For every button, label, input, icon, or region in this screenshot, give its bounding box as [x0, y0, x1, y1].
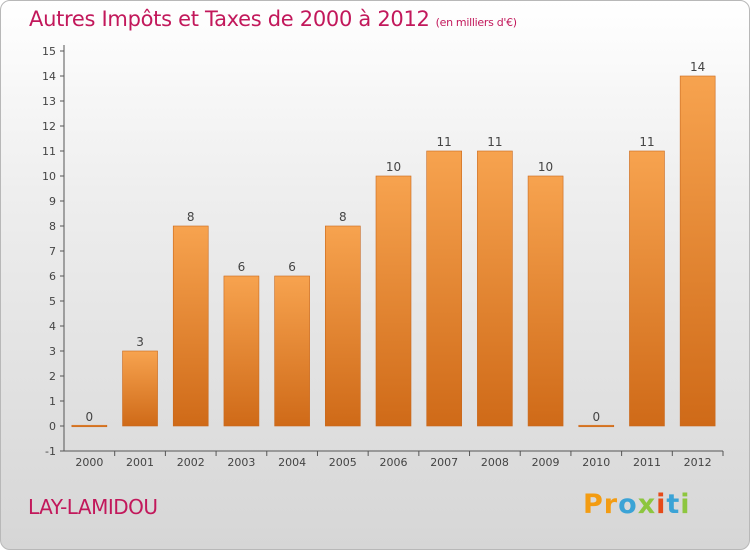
y-tick-label: 15: [42, 45, 56, 58]
y-tick-label: 3: [49, 345, 56, 358]
y-tick-label: 12: [42, 120, 56, 133]
logo-letter: t: [666, 489, 681, 520]
data-label-2010: 0: [592, 410, 600, 424]
logo-letter: x: [637, 489, 657, 520]
data-label-2007: 11: [437, 135, 452, 149]
bar-2007: [426, 150, 462, 427]
y-tick-label: 13: [42, 95, 56, 108]
y-tick-label: 10: [42, 170, 56, 183]
y-tick-label: 11: [42, 145, 56, 158]
chart-title: Autres Impôts et Taxes de 2000 à 2012 (en…: [29, 7, 517, 31]
x-tick-label: 2008: [481, 456, 509, 469]
bar-2005: [325, 225, 361, 427]
bars: [71, 75, 716, 428]
bar-2012: [679, 75, 716, 427]
y-tick-label: 14: [42, 70, 56, 83]
data-label-2011: 11: [639, 135, 654, 149]
data-label-2002: 8: [187, 210, 195, 224]
y-tick-label: 7: [49, 245, 56, 258]
bar-2003: [223, 275, 260, 427]
bar-2004: [274, 275, 310, 427]
y-tick-label: 2: [49, 370, 56, 383]
y-tick-label: 6: [49, 270, 56, 283]
x-tick-label: 2007: [430, 456, 458, 469]
x-tick-label: 2009: [532, 456, 560, 469]
y-tick-label: -1: [45, 445, 56, 458]
data-label-2009: 10: [538, 160, 553, 174]
x-tick-label: 2011: [633, 456, 661, 469]
y-tick-label: 4: [49, 320, 56, 333]
bar-2000: [71, 424, 108, 428]
bar-2009: [527, 175, 564, 427]
chart-title-text: Autres Impôts et Taxes de 2000 à 2012: [29, 7, 430, 31]
bar-2011: [629, 150, 665, 427]
data-label-2006: 10: [386, 160, 401, 174]
bar-2006: [375, 175, 412, 427]
y-tick-label: 5: [49, 295, 56, 308]
y-tick-label: 8: [49, 220, 56, 233]
bar-2010: [578, 424, 615, 428]
chart-subtitle: (en milliers d'€): [435, 16, 517, 29]
data-label-2008: 11: [487, 135, 502, 149]
x-tick-label: 2010: [582, 456, 610, 469]
x-tick-label: 2004: [278, 456, 306, 469]
x-tick-label: 2001: [126, 456, 154, 469]
logo-letter: i: [656, 489, 667, 520]
x-tick-label: 2003: [227, 456, 255, 469]
logo-letter: r: [603, 489, 619, 520]
bar-2001: [122, 350, 158, 427]
x-tick-label: 2002: [177, 456, 205, 469]
x-tick-label: 2006: [380, 456, 408, 469]
bar-2008: [477, 150, 513, 427]
commune-name: LAY-LAMIDOU: [28, 495, 158, 519]
data-label-2005: 8: [339, 210, 347, 224]
data-label-2012: 14: [690, 60, 705, 74]
y-tick-label: 9: [49, 195, 56, 208]
x-tick-label: 2000: [75, 456, 103, 469]
data-label-2001: 3: [136, 335, 144, 349]
y-tick-label: 1: [49, 395, 56, 408]
x-tick-label: 2012: [684, 456, 712, 469]
y-tick-label: 0: [49, 420, 56, 433]
x-tick-label: 2005: [329, 456, 357, 469]
logo-letter: i: [680, 489, 691, 520]
proxiti-logo: Proxiti: [583, 489, 691, 520]
logo-letter: o: [618, 489, 638, 520]
data-labels: 0 3 8 6 6 8 10 11 11 10 0 11 14: [86, 60, 706, 424]
data-label-2000: 0: [86, 410, 94, 424]
data-label-2004: 6: [288, 260, 296, 274]
bar-2002: [172, 225, 209, 427]
logo-letter: P: [583, 489, 604, 520]
data-label-2003: 6: [238, 260, 246, 274]
